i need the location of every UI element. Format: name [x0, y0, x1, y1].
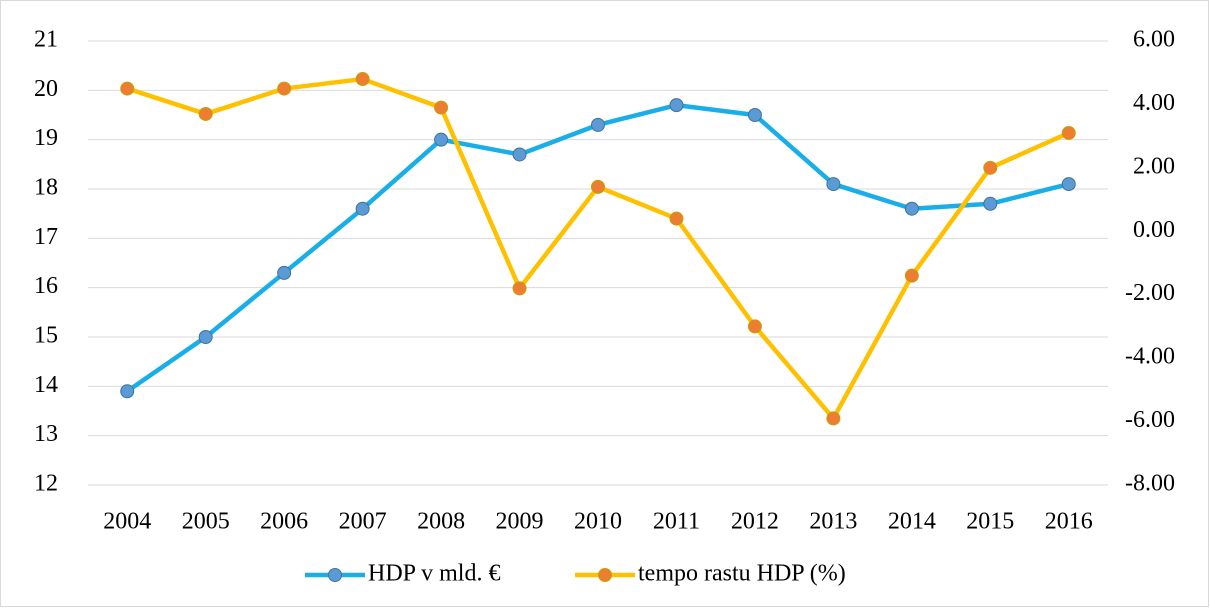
data-point: [434, 132, 449, 147]
data-point: [669, 211, 684, 226]
x-tick-label: 2004: [103, 509, 151, 535]
data-point: [1061, 125, 1076, 140]
data-point: [355, 201, 370, 216]
data-point: [434, 100, 449, 115]
data-point: [277, 265, 292, 280]
y-tick-label: 16: [34, 273, 58, 299]
data-point: [826, 177, 841, 192]
y2-tick-label: -6.00: [1125, 407, 1175, 433]
data-point: [120, 81, 135, 96]
legend-label: tempo rastu HDP (%): [638, 561, 846, 587]
y2-tick-label: 0.00: [1133, 217, 1175, 243]
data-point: [983, 160, 998, 175]
y2-tick-label: -8.00: [1125, 471, 1175, 497]
data-point: [1061, 177, 1076, 192]
data-point: [747, 319, 762, 334]
data-point: [512, 147, 527, 162]
y2-tick-label: 4.00: [1133, 90, 1175, 116]
data-point: [591, 117, 605, 132]
x-tick-label: 2016: [1045, 509, 1093, 535]
y-tick-label: 14: [34, 372, 58, 398]
data-point: [277, 81, 292, 96]
data-point: [512, 281, 527, 296]
x-tick-label: 2010: [574, 509, 622, 535]
data-point: [669, 98, 684, 113]
x-tick-label: 2008: [417, 509, 465, 535]
y-tick-label: 18: [34, 175, 58, 201]
y2-tick-label: -4.00: [1125, 344, 1175, 370]
x-tick-label: 2007: [339, 509, 387, 535]
x-tick-label: 2011: [653, 509, 700, 535]
data-point: [355, 72, 370, 87]
data-point: [983, 196, 998, 211]
data-point: [747, 108, 762, 122]
x-tick-label: 2006: [260, 509, 308, 535]
data-point: [591, 179, 605, 194]
legend-marker: [328, 568, 342, 582]
y-tick-label: 21: [34, 27, 58, 53]
data-point: [120, 384, 135, 399]
legend-label: HDP v mld. €: [368, 561, 500, 587]
x-tick-label: 2014: [888, 509, 936, 535]
data-point: [198, 330, 213, 344]
data-point: [826, 411, 841, 426]
data-point: [904, 201, 919, 216]
legend-marker: [598, 568, 612, 582]
y2-tick-label: -2.00: [1125, 280, 1175, 306]
y-tick-label: 17: [34, 224, 58, 250]
x-tick-label: 2013: [809, 509, 857, 535]
x-tick-label: 2015: [966, 509, 1014, 535]
y-tick-label: 20: [34, 76, 58, 102]
x-tick-label: 2012: [731, 509, 779, 535]
y2-tick-label: 6.00: [1133, 27, 1175, 53]
x-tick-label: 2009: [496, 509, 544, 535]
y-tick-label: 19: [34, 125, 58, 151]
y-tick-label: 13: [34, 421, 58, 447]
x-tick-label: 2005: [182, 509, 230, 535]
y-tick-label: 12: [34, 471, 58, 497]
y-tick-label: 15: [34, 323, 58, 349]
data-point: [904, 268, 919, 283]
y2-tick-label: 2.00: [1133, 153, 1175, 179]
data-point: [198, 106, 213, 121]
